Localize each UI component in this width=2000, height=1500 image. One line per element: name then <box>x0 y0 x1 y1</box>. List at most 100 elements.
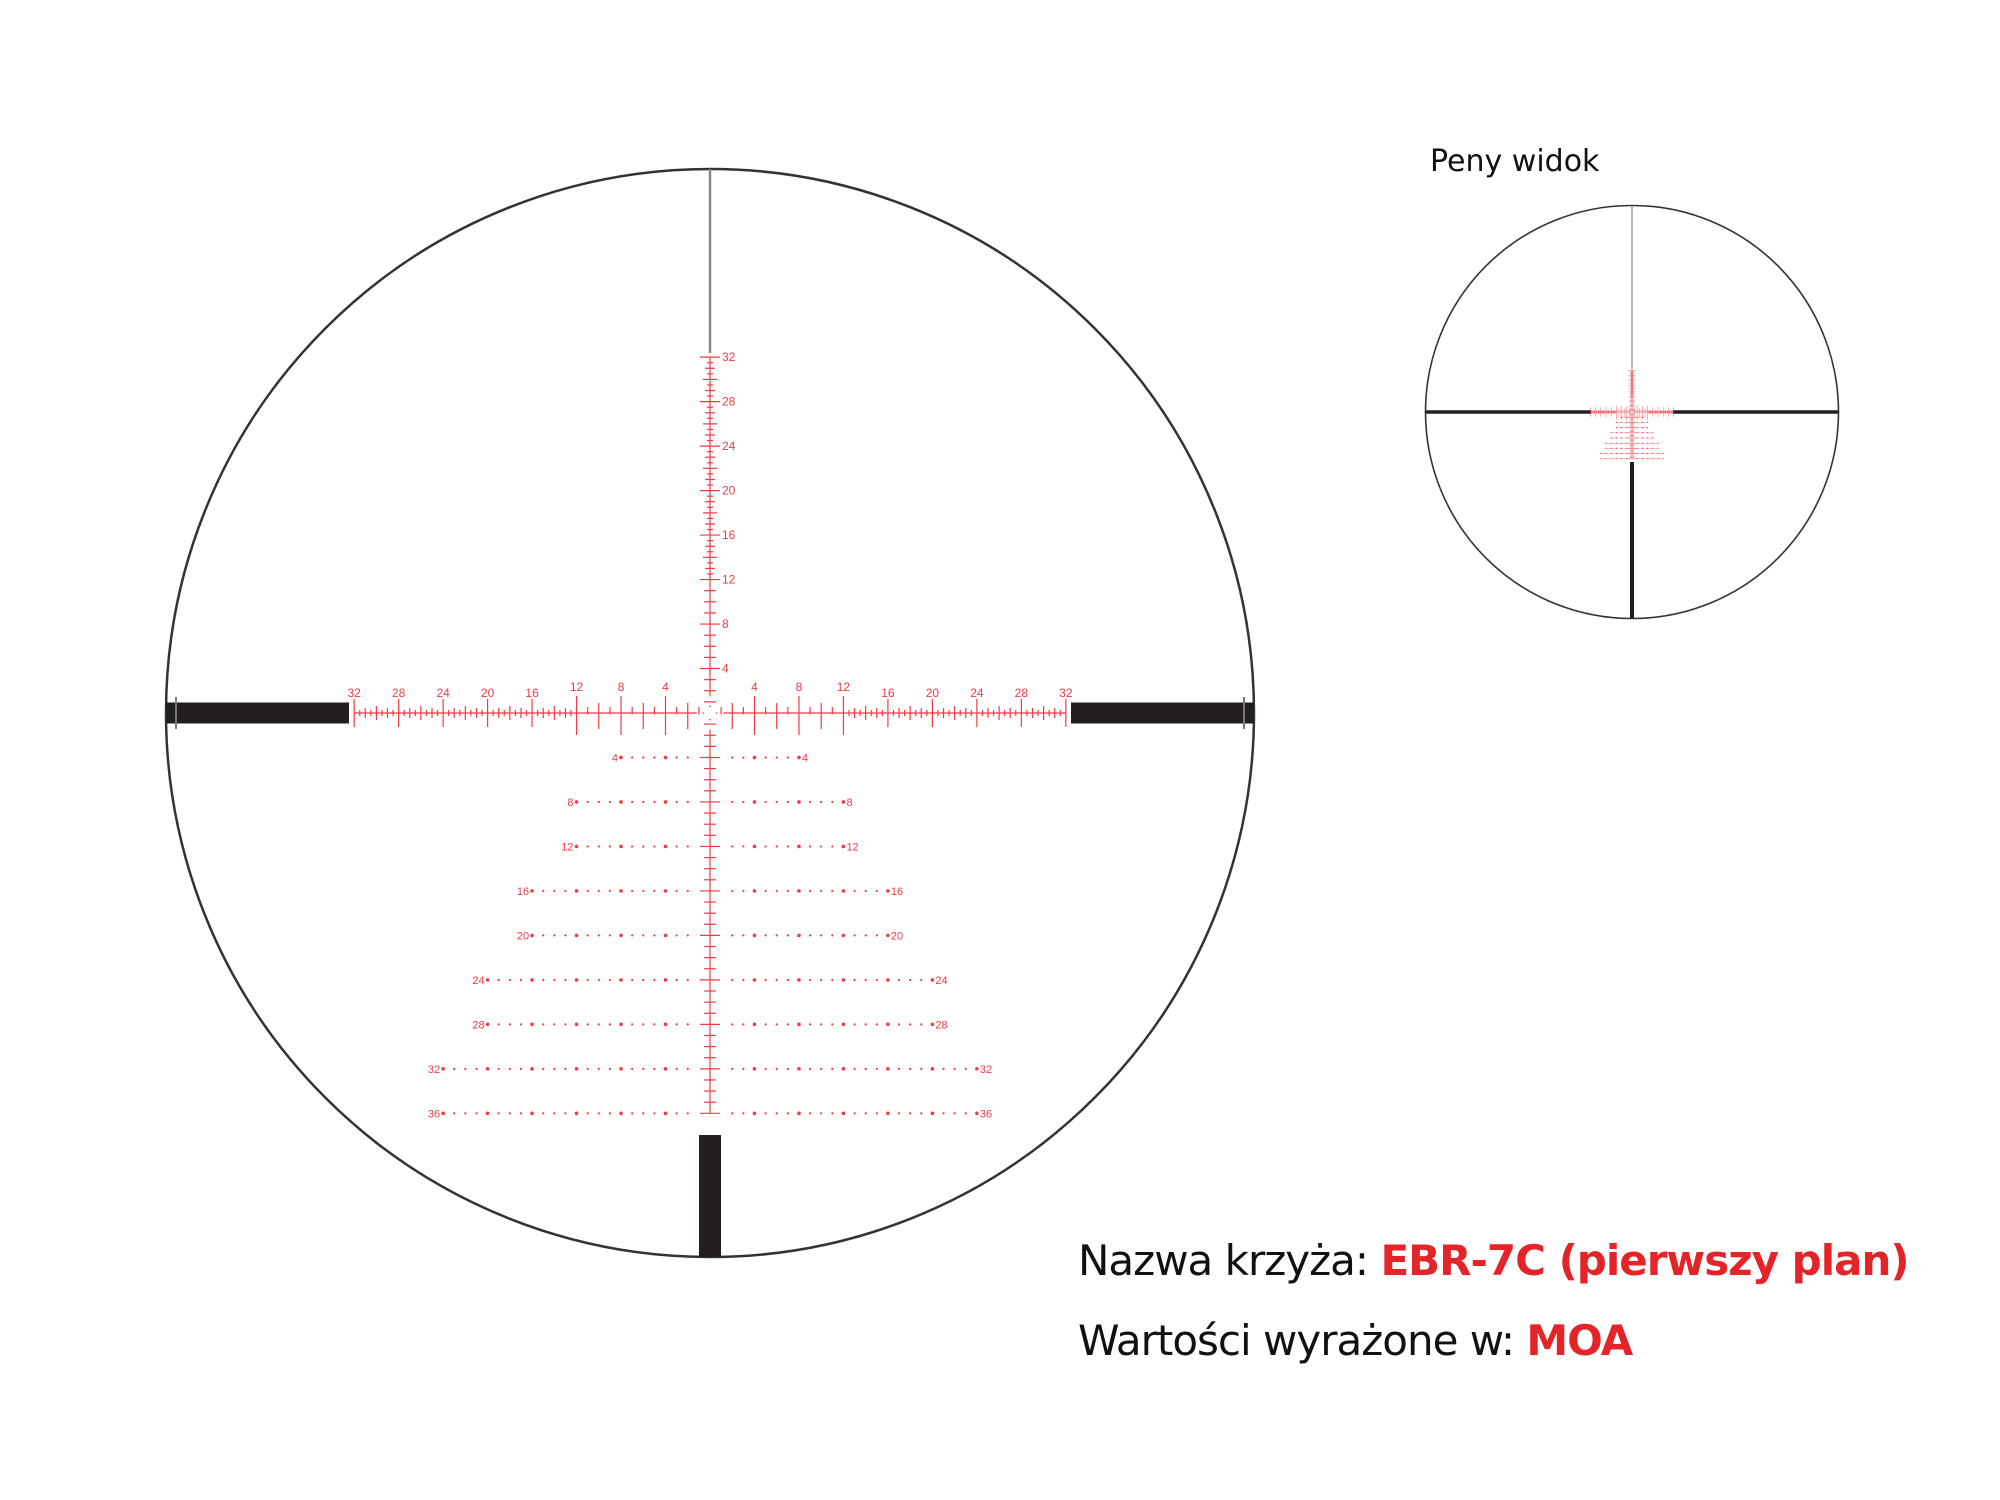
holdover-dot <box>831 1023 834 1026</box>
holdover-dot <box>864 934 867 937</box>
holdover-dot <box>808 978 812 981</box>
holdover-dot <box>1635 453 1637 454</box>
holdover-dot <box>820 845 823 848</box>
holdover-row-label: 20 <box>517 930 529 942</box>
holdover-dot <box>608 1112 612 1115</box>
holdover-dot <box>752 800 757 804</box>
holdover-dot <box>1617 442 1619 444</box>
holdover-dot <box>1640 453 1642 454</box>
holdover-dot <box>1652 437 1654 439</box>
holdover-dot <box>1656 458 1658 460</box>
holdover-dot <box>1638 448 1639 449</box>
horizontal-tick-label: 16 <box>525 686 539 700</box>
holdover-dot <box>497 1112 500 1115</box>
holdover-dot <box>831 978 834 981</box>
holdover-dot <box>742 1112 745 1115</box>
holdover-dot <box>1638 416 1639 418</box>
holdover-dot <box>1604 453 1606 454</box>
holdover-row-label: 16 <box>517 886 529 898</box>
holdover-dot <box>797 755 801 760</box>
holdover-dot <box>586 1023 589 1026</box>
holdover-dot <box>820 934 823 937</box>
holdover-dot <box>1619 458 1621 460</box>
holdover-dot <box>1636 416 1638 418</box>
holdover-dot <box>619 755 623 760</box>
holdover-dot <box>1619 448 1621 449</box>
holdover-dot <box>631 1112 634 1115</box>
holdover-dot <box>1651 432 1652 434</box>
holdover-dot <box>675 1112 678 1115</box>
holdover-dot <box>1643 453 1645 454</box>
holdover-dot <box>1649 437 1651 439</box>
holdover-dot <box>953 1067 956 1070</box>
holdover-dot <box>820 978 823 981</box>
holdover-dot <box>886 1022 890 1027</box>
holdover-row-label: 12 <box>561 841 573 853</box>
holdover-dot <box>1613 432 1615 434</box>
holdover-dot <box>1639 422 1641 423</box>
vertical-tick-label: 16 <box>722 528 736 542</box>
holdover-dot <box>508 1067 511 1070</box>
holdover-row-label: 24 <box>472 975 484 987</box>
holdover-dot <box>886 933 890 938</box>
holdover-dot <box>1620 437 1623 439</box>
holdover-dot <box>1649 458 1651 460</box>
holdover-dot <box>1610 452 1612 455</box>
holdover-dot <box>686 1112 689 1115</box>
holdover-dot <box>1610 458 1612 460</box>
holdover-dot <box>1614 432 1616 434</box>
holdover-dot <box>597 889 600 893</box>
holdover-dot <box>875 978 878 981</box>
holdover-dot <box>1629 437 1630 439</box>
holdover-dot <box>1610 437 1612 439</box>
holdover-dot <box>530 1067 534 1071</box>
holdover-dot <box>1618 427 1620 428</box>
holdover-dot <box>619 1111 623 1116</box>
bottom-post <box>699 1135 721 1257</box>
holdover-row-label: 36 <box>980 1108 992 1120</box>
holdover-dot <box>1638 437 1639 439</box>
holdover-dot <box>1620 416 1623 418</box>
holdover-dot <box>642 800 645 804</box>
vertical-tick-label: 20 <box>722 484 736 498</box>
holdover-dot <box>1645 453 1647 454</box>
holdover-dot <box>742 889 745 893</box>
holdover-dot <box>663 844 668 849</box>
holdover-dot <box>1636 426 1638 429</box>
holdover-dot <box>1645 437 1647 439</box>
holdover-dot <box>642 934 645 937</box>
holdover-dot <box>1623 422 1625 423</box>
holdover-dot <box>1645 432 1647 434</box>
holdover-dot <box>1635 432 1637 434</box>
holdover-dot <box>1648 432 1650 434</box>
holdover-dot <box>631 845 634 848</box>
holdover-dot <box>686 756 689 759</box>
holdover-dot <box>1648 437 1650 439</box>
holdover-dot <box>1644 448 1646 449</box>
holdover-dot <box>775 889 778 893</box>
holdover-dot <box>1627 416 1629 418</box>
holdover-dot <box>1629 453 1630 454</box>
holdover-dot <box>1625 453 1626 454</box>
holdover-dot <box>1615 437 1618 439</box>
holdover-dot <box>1622 437 1624 439</box>
holdover-dot <box>1629 432 1630 434</box>
holdover-dot <box>1648 458 1650 460</box>
holdover-dot <box>508 1112 511 1115</box>
holdover-dot <box>1612 442 1613 444</box>
holdover-dot <box>1606 448 1608 449</box>
center-dot <box>702 712 705 714</box>
holdover-dot <box>764 978 767 981</box>
holdover-dot <box>764 1112 767 1115</box>
holdover-dot <box>1644 427 1646 428</box>
holdover-dot <box>752 889 757 893</box>
holdover-dot <box>675 845 678 848</box>
holdover-dot <box>1629 422 1630 423</box>
holdover-dot <box>1605 447 1607 450</box>
holdover-dot <box>1648 442 1650 444</box>
holdover-dot <box>597 1112 600 1115</box>
holdover-dot <box>1645 458 1647 460</box>
holdover-dot <box>1662 452 1664 455</box>
holdover-dot <box>1646 432 1649 434</box>
holdover-dot <box>1646 458 1649 460</box>
